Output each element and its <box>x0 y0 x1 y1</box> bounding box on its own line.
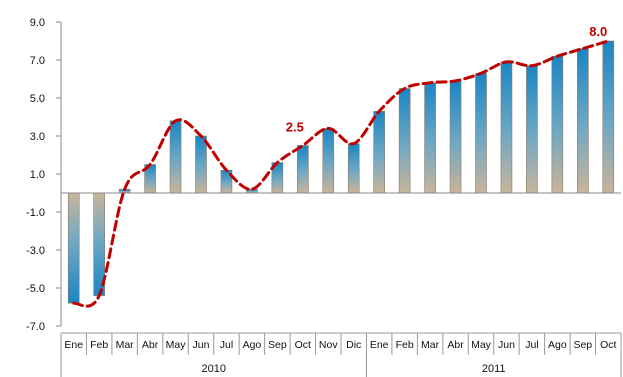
y-tick-label: -5.0 <box>26 283 45 295</box>
bar <box>297 145 309 194</box>
y-tick-label: 9.0 <box>30 17 45 29</box>
trend-line <box>72 39 610 308</box>
x-tick-label: Jul <box>220 339 233 351</box>
data-label: 8.0 <box>589 24 607 39</box>
x-tick-label: Ago <box>243 339 262 351</box>
data-label: 2.5 <box>286 120 304 135</box>
x-tick-label: Feb <box>90 339 108 351</box>
bar <box>475 73 487 194</box>
x-axis: Ene Feb Mar Abr May Jun Jul Ago Sep Oct Nov Dic Ene F… <box>60 192 622 377</box>
x-tick-label: Mar <box>116 339 135 351</box>
x-tick-label: Dic <box>346 339 361 351</box>
x-tick-label: Ene <box>64 339 83 351</box>
bar <box>347 143 360 194</box>
x-tick-label: Oct <box>600 339 616 351</box>
bar <box>526 65 538 194</box>
bar <box>500 61 513 194</box>
x-tick-label: Jun <box>193 339 210 351</box>
x-tick-label: Feb <box>396 339 414 351</box>
bar <box>424 82 436 194</box>
y-tick-label: -7.0 <box>26 321 45 333</box>
x-tick-label: Ene <box>370 339 389 351</box>
y-tick-label: 7.0 <box>30 55 45 67</box>
x-tick-label: May <box>166 339 187 351</box>
x-tick-label: Jul <box>525 339 538 351</box>
x-tick-label: Sep <box>268 339 287 351</box>
x-tick-label: Ago <box>548 339 567 351</box>
trend-line-path <box>72 39 610 308</box>
bar <box>602 40 615 194</box>
bars <box>67 40 615 304</box>
x-tick-label: Jun <box>498 339 515 351</box>
x-tick-label: Oct <box>295 339 311 351</box>
x-tick-label: Mar <box>421 339 440 351</box>
data-labels: 2.5 8.0 <box>286 24 608 135</box>
y-tick-label: -1.0 <box>26 207 45 219</box>
x-tick-label: Nov <box>319 339 338 351</box>
year-label: 2010 <box>201 363 225 375</box>
bar <box>169 120 182 194</box>
x-tick-label: Sep <box>573 339 592 351</box>
x-tick-label: Abr <box>142 339 159 351</box>
x-tick-label: May <box>471 339 492 351</box>
bar <box>551 55 564 194</box>
y-tick-label: 3.0 <box>30 131 45 143</box>
y-axis: 9.0 7.0 5.0 3.0 1.0 -1.0 -3.0 -5.0 -7.0 <box>26 17 62 333</box>
bar <box>322 128 335 194</box>
x-tick-label: Abr <box>447 339 464 351</box>
bar <box>67 192 80 304</box>
bar <box>449 80 462 194</box>
bar <box>373 111 385 194</box>
year-label: 2011 <box>482 363 506 375</box>
bar <box>577 48 589 194</box>
y-tick-label: 1.0 <box>30 169 45 181</box>
bar <box>398 88 411 194</box>
y-tick-label: -3.0 <box>26 245 45 257</box>
bar <box>195 135 207 194</box>
y-tick-label: 5.0 <box>30 93 45 105</box>
